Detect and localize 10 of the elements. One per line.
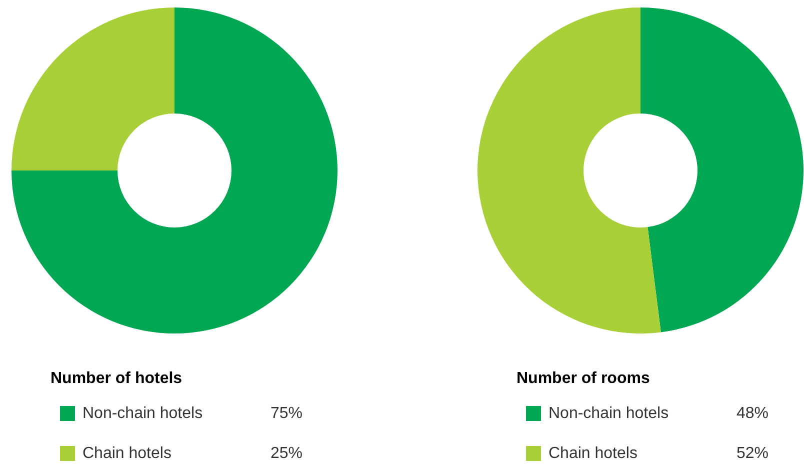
data-label: 48% — [736, 405, 769, 422]
text: Number of rooms — [516, 370, 650, 387]
data-label: 25% — [270, 445, 303, 462]
data-label: 52% — [736, 445, 769, 462]
data-label: 75% — [270, 405, 303, 422]
legend-label: Chain hotels — [82, 445, 172, 462]
text: Number of hotels — [50, 370, 182, 387]
legend-label: Non-chain hotels — [82, 405, 203, 422]
legend-label: Non-chain hotels — [548, 405, 669, 422]
legend-label: Chain hotels — [548, 445, 638, 462]
